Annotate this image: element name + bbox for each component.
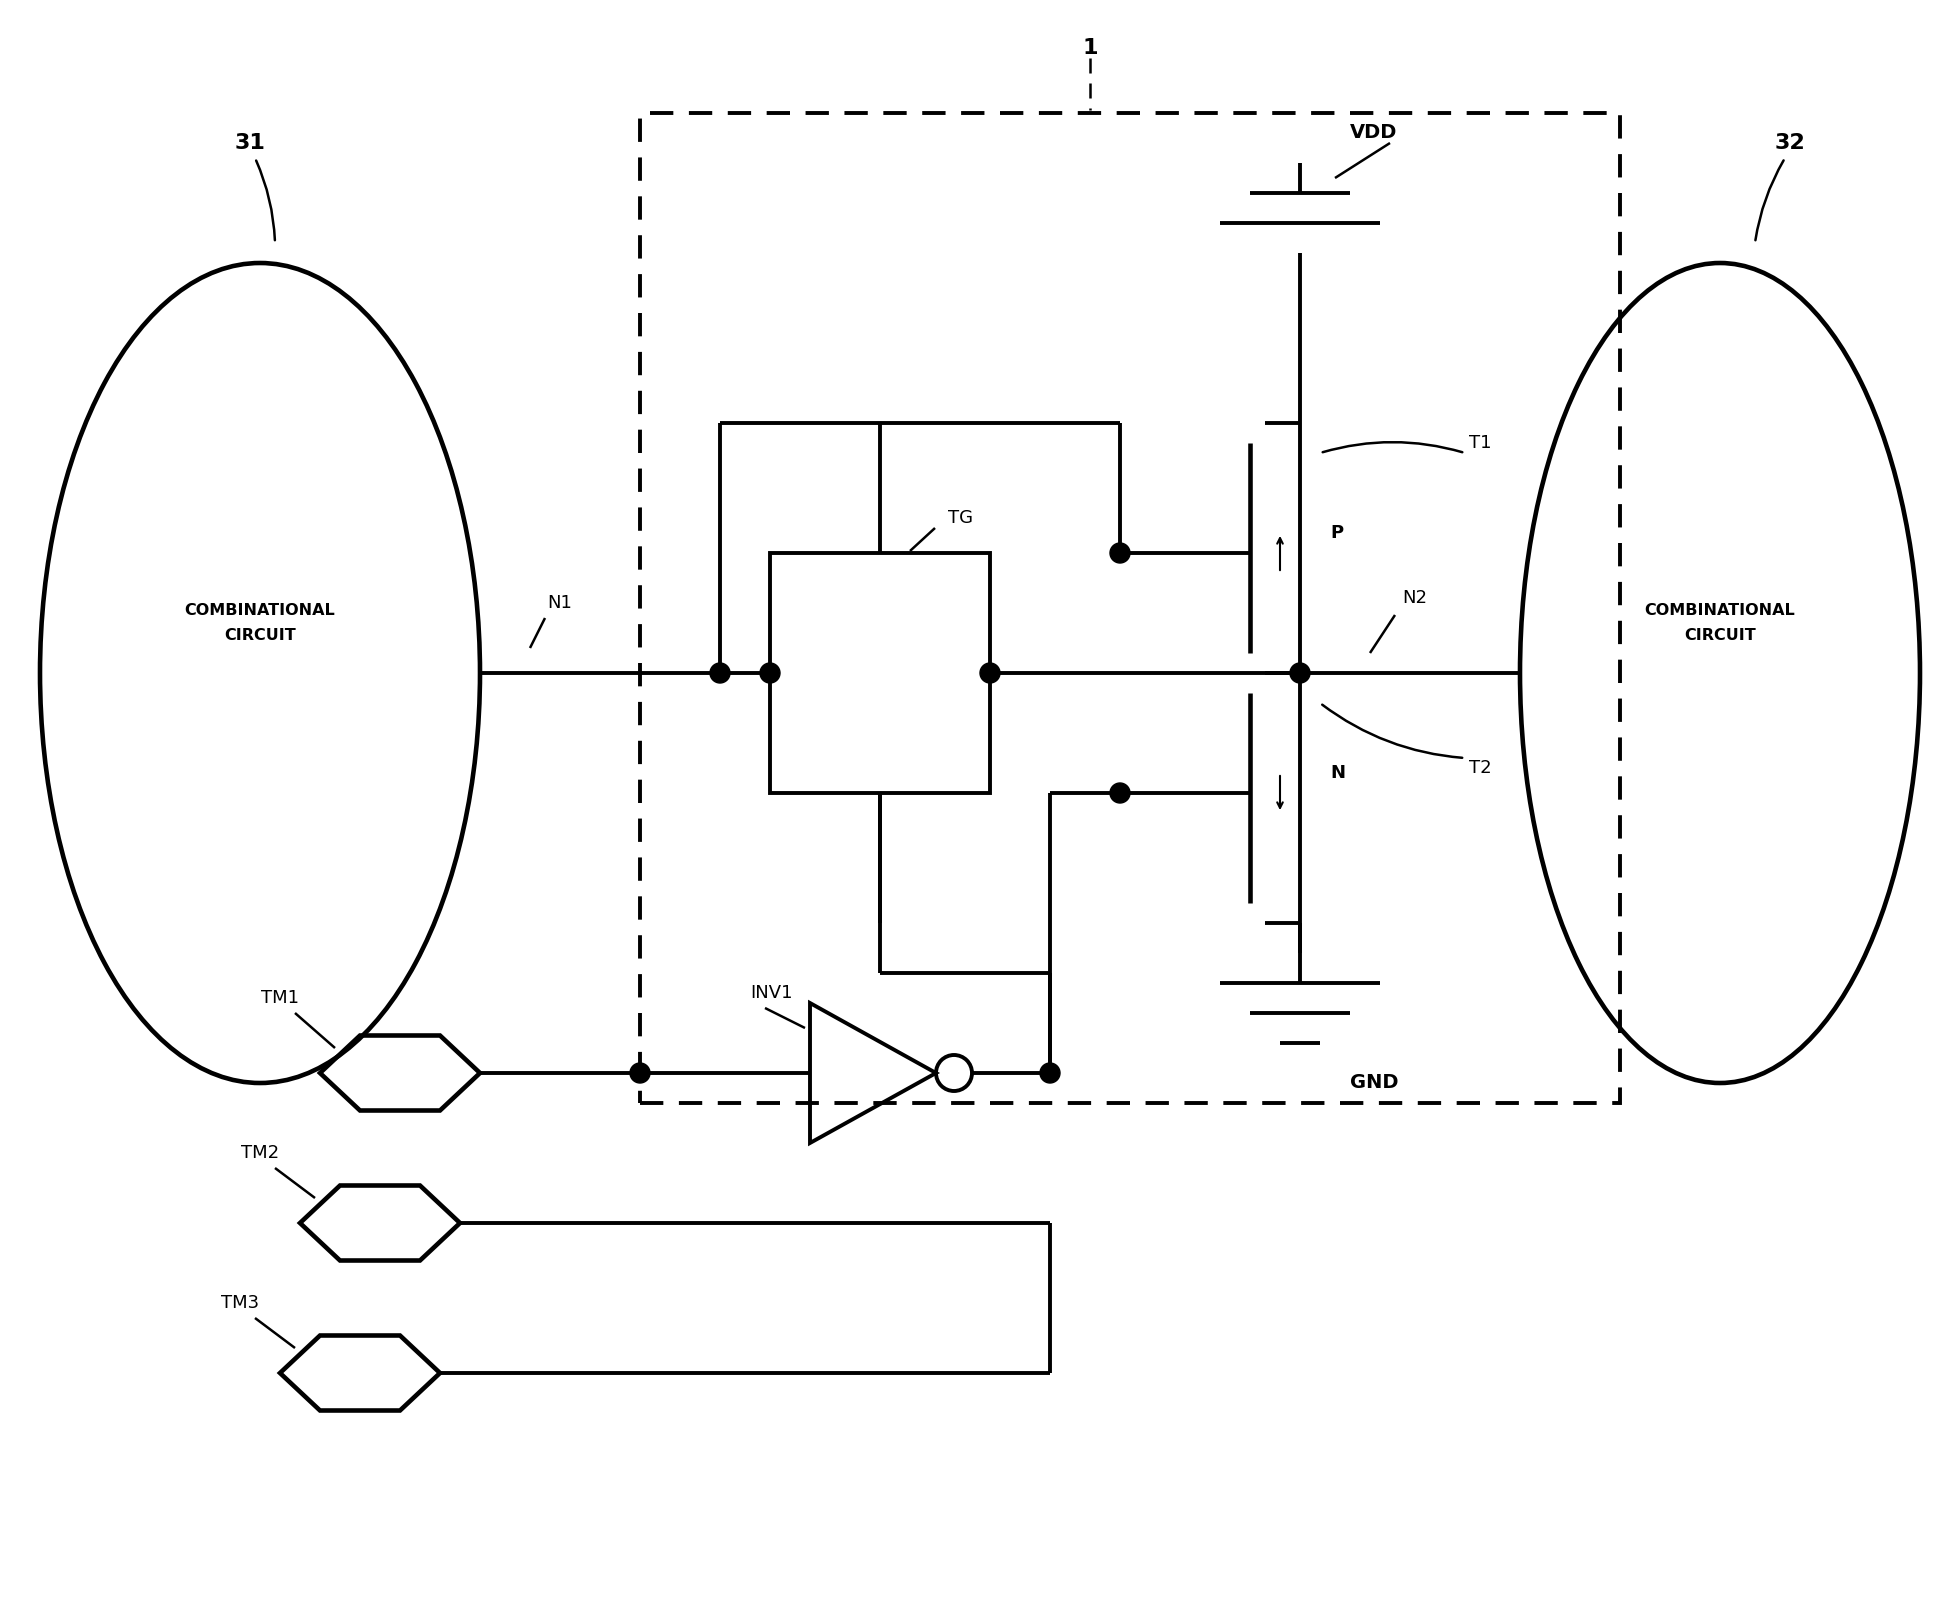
Text: P: P [873,609,886,626]
Text: N1: N1 [548,594,572,612]
Circle shape [1291,664,1310,683]
Text: N: N [873,719,888,737]
Text: COMBINATIONAL
CIRCUIT: COMBINATIONAL CIRCUIT [185,604,336,643]
Text: P: P [1330,524,1343,542]
Text: T1: T1 [1470,433,1491,451]
Text: N: N [1330,764,1345,782]
Text: N2: N2 [1402,589,1427,607]
Bar [640,114,1619,1104]
Text: T2: T2 [1468,760,1491,777]
Text: VDD: VDD [1349,123,1398,143]
Circle shape [760,664,780,683]
Text: 31: 31 [235,133,266,153]
Circle shape [1040,1063,1059,1083]
Text: TG: TG [947,510,972,527]
Circle shape [980,664,999,683]
Text: TM3: TM3 [222,1294,259,1311]
Text: 1: 1 [1083,37,1098,58]
Bar [770,553,989,794]
Circle shape [1110,782,1129,803]
Text: INV1: INV1 [750,984,793,1001]
Circle shape [710,664,731,683]
Text: 32: 32 [1775,133,1806,153]
Circle shape [1110,544,1129,563]
Text: COMBINATIONAL
CIRCUIT: COMBINATIONAL CIRCUIT [1645,604,1796,643]
Text: TM2: TM2 [241,1144,280,1162]
Text: GND: GND [1349,1073,1398,1092]
Text: TM1: TM1 [260,988,299,1006]
Circle shape [630,1063,649,1083]
